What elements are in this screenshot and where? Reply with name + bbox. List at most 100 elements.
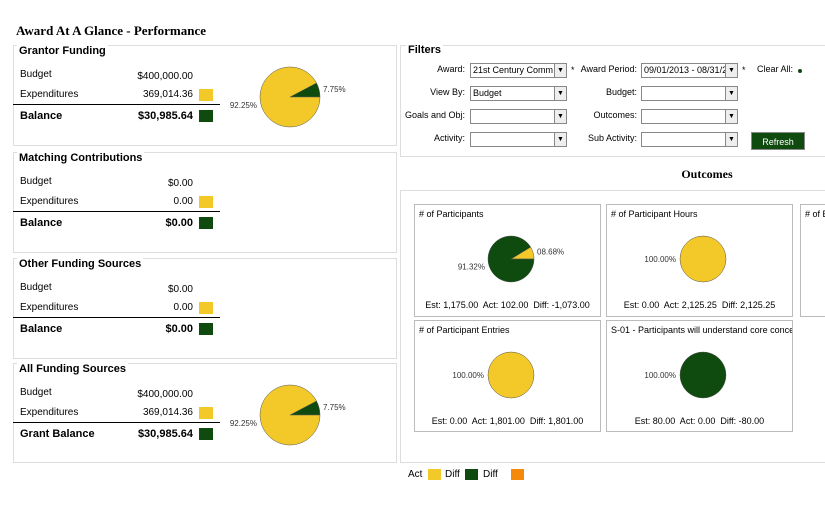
- dropdown-arrow[interactable]: ▼: [725, 110, 737, 123]
- funding-panel: [13, 363, 397, 463]
- field-label: Outcomes:: [593, 110, 637, 120]
- outcome-card: S-01 - Participants will understand core…: [606, 320, 793, 432]
- card-title: # of Participant Hours: [611, 209, 698, 219]
- panel-title: Matching Contributions: [17, 152, 145, 164]
- divider: [13, 422, 220, 423]
- row-value: $400,000.00: [137, 71, 193, 82]
- row-label: Expenditures: [20, 407, 79, 418]
- row-value: 0.00: [173, 302, 193, 313]
- field-label: Award:: [437, 64, 465, 74]
- pie-slice: [679, 235, 727, 283]
- field-label: Goals and Obj:: [404, 110, 465, 120]
- row-label: Balance: [20, 323, 63, 335]
- select[interactable]: ▼: [470, 109, 567, 124]
- pie-chart: 7.75% 92.25%: [230, 66, 346, 128]
- select-value: 21st Century Comm: [473, 65, 554, 75]
- select[interactable]: ▼: [641, 132, 738, 147]
- pie-chart: 100.00%: [644, 351, 727, 399]
- pie-slice: [487, 235, 535, 283]
- pie-label: 7.75%: [323, 85, 346, 94]
- funding-panel: [13, 45, 397, 146]
- dropdown-arrow[interactable]: ▼: [554, 110, 566, 123]
- outcome-card: # of Participants 08.68% 91.32% Est: 1,175.…: [414, 204, 601, 317]
- pie-slice: [259, 384, 321, 446]
- dropdown-arrow[interactable]: ▼: [554, 64, 566, 77]
- page-title: Award At A Glance - Performance: [16, 23, 207, 38]
- panel-title: Grantor Funding: [17, 45, 108, 57]
- row-value: $0.00: [167, 178, 193, 189]
- dropdown-arrow[interactable]: ▼: [725, 64, 737, 77]
- panel-title: Filters: [406, 44, 444, 56]
- pie-label: 91.32%: [458, 262, 485, 271]
- funding-panel: [13, 258, 397, 359]
- swatch: [199, 323, 213, 335]
- panel-title: Other Funding Sources: [17, 258, 144, 270]
- swatch: [199, 407, 213, 419]
- swatch: [199, 428, 213, 440]
- row-value: $0.00: [167, 284, 193, 295]
- pie-label: 08.68%: [537, 248, 564, 257]
- card-title: S-01 - Participants will understand core…: [611, 325, 793, 335]
- legend-swatch: [428, 469, 441, 480]
- swatch: [199, 217, 213, 229]
- divider: [13, 104, 220, 105]
- row-label: Expenditures: [20, 196, 79, 207]
- dropdown-arrow[interactable]: ▼: [725, 87, 737, 100]
- pie-chart: 08.68% 91.32%: [458, 235, 564, 283]
- row-label: Grant Balance: [20, 428, 95, 440]
- select[interactable]: Budget ▼: [470, 86, 567, 101]
- clear-all[interactable]: Clear All:: [757, 64, 794, 74]
- pie-label: 92.25%: [230, 101, 257, 110]
- row-value: $400,000.00: [137, 389, 193, 400]
- select[interactable]: 21st Century Comm ▼: [470, 63, 567, 78]
- card-title: # of Participants: [419, 209, 484, 219]
- row-label: Balance: [20, 110, 63, 122]
- select[interactable]: ▼: [641, 86, 738, 101]
- pie-slice: [487, 351, 535, 399]
- filters-panel: [400, 45, 825, 157]
- dropdown-arrow[interactable]: ▼: [554, 87, 566, 100]
- card-title: # of E: [805, 209, 825, 219]
- status-dot: [798, 69, 802, 73]
- legend-swatch: [465, 469, 478, 480]
- card-title: # of Participant Entries: [419, 325, 510, 335]
- legend-label: Diff: [483, 469, 498, 480]
- outcome-card: # of Participant Entries 100.00% Est: 0.00…: [414, 320, 601, 432]
- dropdown-arrow[interactable]: ▼: [554, 133, 566, 146]
- pie-label: 100.00%: [452, 371, 484, 380]
- refresh-button[interactable]: Refresh: [751, 132, 805, 150]
- select[interactable]: ▼: [641, 109, 738, 124]
- pie-label: 100.00%: [644, 371, 676, 380]
- row-value: $30,985.64: [137, 110, 193, 122]
- swatch: [199, 196, 213, 208]
- outcome-card: # of Participant Hours 100.00% Est: 0.00 A…: [606, 204, 793, 317]
- row-label: Expenditures: [20, 302, 79, 313]
- pie-chart: 100.00%: [644, 235, 727, 283]
- pie-chart: 100.00%: [452, 351, 535, 399]
- row-label: Budget: [20, 282, 52, 293]
- panel-title: All Funding Sources: [17, 363, 128, 375]
- row-label: Budget: [20, 69, 52, 80]
- required-mark: *: [571, 65, 575, 75]
- pie-label: 92.25%: [230, 419, 257, 428]
- card-footer: Est: 0.00 Act: 2,125.25 Diff: 2,125.25: [623, 300, 776, 310]
- card-footer: Est: 1,175.00 Act: 102.00 Diff: -1,073.0…: [425, 300, 590, 310]
- divider: [13, 317, 220, 318]
- select-value: Budget: [473, 88, 502, 98]
- swatch: [199, 110, 213, 122]
- pie-label: 7.75%: [323, 403, 346, 412]
- select[interactable]: 09/01/2013 - 08/31/20 ▼: [641, 63, 738, 78]
- funding-panel: [13, 152, 397, 253]
- row-value: $0.00: [165, 323, 193, 335]
- select[interactable]: ▼: [470, 132, 567, 147]
- select-value: 09/01/2013 - 08/31/20: [644, 65, 733, 75]
- card-footer: Est: 0.00 Act: 1,801.00 Diff: 1,801.00: [431, 416, 584, 426]
- row-label: Expenditures: [20, 89, 79, 100]
- pie-chart: 7.75% 92.25%: [230, 384, 346, 446]
- legend-label: Act: [408, 469, 423, 480]
- pie-slice: [259, 66, 321, 128]
- row-value: 369,014.36: [142, 407, 193, 418]
- dropdown-arrow[interactable]: ▼: [725, 133, 737, 146]
- divider: [13, 211, 220, 212]
